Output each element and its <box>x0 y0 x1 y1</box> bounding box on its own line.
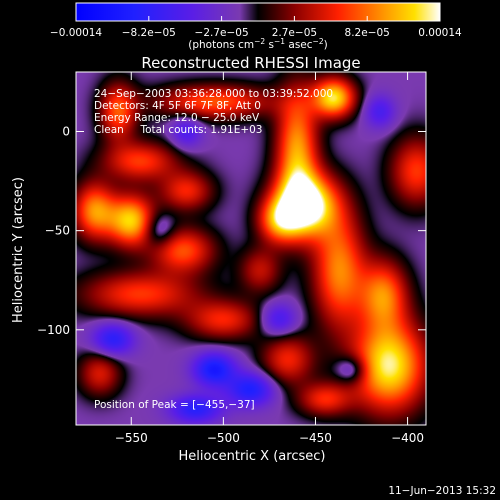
y-tick-label: −50 <box>45 224 70 238</box>
annotation-time: 24−Sep−2003 03:36:28.000 to 03:39:52.000 <box>94 88 333 100</box>
colorbar-unit: (photons cm−2 s−1 asec−2) <box>188 37 327 51</box>
colorbar-gradient <box>76 3 440 21</box>
colorbar-tick-label: −8.2e−05 <box>122 27 176 39</box>
y-tick-label: −100 <box>37 323 70 337</box>
annotation-detectors: Detectors: 4F 5F 6F 7F 8F, Att 0 <box>94 100 261 112</box>
x-tick-label: −400 <box>391 431 424 445</box>
colorbar-tick-label: 8.2e−05 <box>345 27 390 39</box>
x-axis-label: Heliocentric X (arcsec) <box>179 449 326 464</box>
x-tick-label: −550 <box>115 431 148 445</box>
colorbar-tick-label: 0.00014 <box>418 27 462 39</box>
colorbar: −0.00014 −8.2e−05 −2.7e−05 2.7e−05 8.2e−05 0.… <box>50 3 462 51</box>
x-tick-label: −450 <box>299 431 332 445</box>
colorbar-tick-label: −0.00014 <box>50 27 103 39</box>
annotation-peak: Position of Peak = [−455,−37] <box>94 399 255 411</box>
x-tick-label: −500 <box>207 431 240 445</box>
annotation-counts: Clean Total counts: 1.91E+03 <box>94 124 263 136</box>
colorbar-tick-label: −2.7e−05 <box>195 27 249 39</box>
y-axis-label: Heliocentric Y (arcsec) <box>11 177 26 323</box>
y-tick-label: 0 <box>62 124 70 138</box>
footer-timestamp: 11−Jun−2013 15:32 <box>388 485 496 497</box>
chart-title: Reconstructed RHESSI Image <box>141 54 360 72</box>
annotation-energy: Energy Range: 12.0 − 25.0 keV <box>94 112 260 124</box>
